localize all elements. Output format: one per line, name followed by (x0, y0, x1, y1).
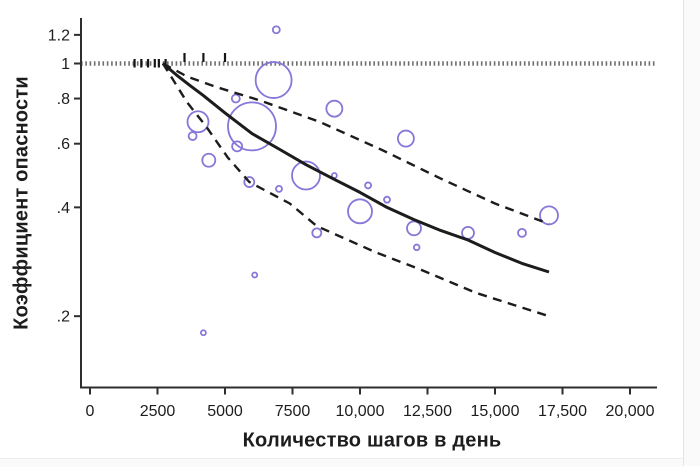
y-axis-title: Коэффициент опасности (10, 76, 33, 330)
estimate-curve (161, 62, 550, 274)
study-bubble (364, 181, 373, 190)
x-tick-label: 10,000 (336, 403, 385, 420)
study-bubble (396, 129, 415, 148)
study-bubble (383, 195, 391, 204)
y-tick-label: .6 (57, 136, 70, 153)
study-bubble (291, 160, 321, 191)
study-bubble (413, 243, 421, 252)
x-tick-label: 7500 (275, 403, 311, 420)
study-bubble (251, 271, 259, 279)
y-tick-label: .2 (57, 309, 70, 326)
screenshot-right-edge (683, 0, 700, 466)
study-bubble (311, 227, 323, 239)
study-bubble (243, 176, 256, 188)
study-bubble (347, 198, 373, 225)
x-tick-label: 12,500 (403, 403, 452, 420)
y-tick-label: .4 (57, 200, 70, 217)
study-bubble (227, 101, 277, 152)
ci-lower-curve (161, 62, 550, 318)
x-tick-label: 2500 (140, 403, 176, 420)
study-bubble (275, 184, 283, 193)
study-bubble (186, 110, 210, 134)
study-bubble (325, 99, 344, 118)
study-bubble (271, 25, 281, 35)
screenshot-bottom-edge (0, 458, 683, 467)
study-bubble (254, 61, 293, 99)
x-tick-label: 17,500 (538, 403, 587, 420)
study-bubble (406, 220, 422, 237)
x-tick-label: 5000 (207, 403, 243, 420)
study-bubble (231, 140, 244, 153)
study-bubble (230, 93, 241, 104)
ci-upper-curve (162, 62, 550, 226)
y-tick-label: 1.2 (48, 27, 70, 44)
study-bubble (201, 152, 217, 168)
study-bubble (199, 329, 207, 337)
study-bubble (187, 131, 198, 141)
x-tick-label: 15,000 (471, 403, 520, 420)
study-bubble (539, 205, 559, 226)
study-bubble (517, 227, 527, 238)
x-tick-label: 20,000 (606, 403, 655, 420)
y-tick-label: 1 (61, 56, 70, 73)
axes-spines (80, 18, 657, 389)
y-tick-label: .8 (57, 91, 70, 108)
x-tick-label: 0 (86, 403, 95, 420)
x-axis-title: Количество шагов в день (242, 429, 502, 452)
